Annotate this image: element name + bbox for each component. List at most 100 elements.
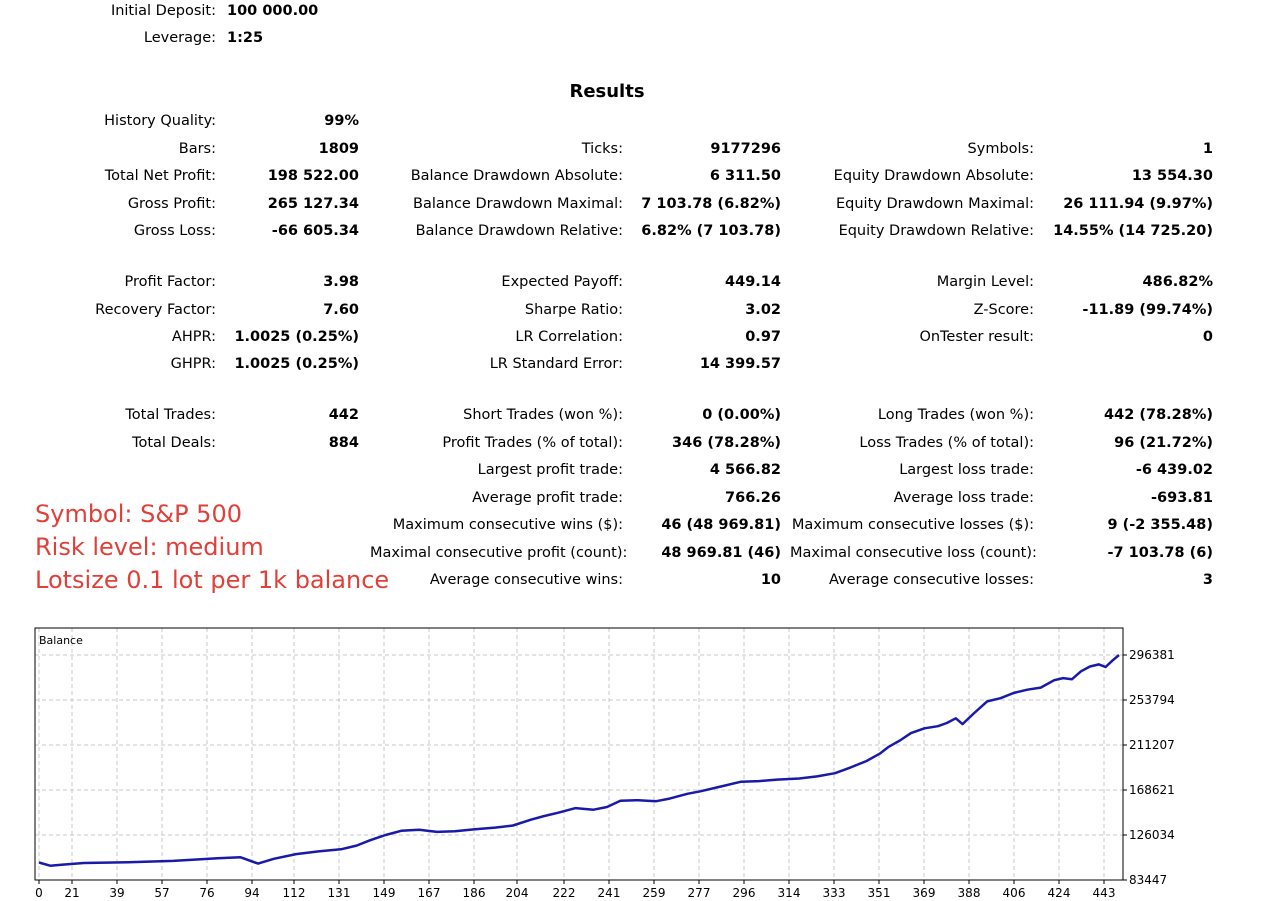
stat-value: 48 969.81 (46)	[661, 545, 781, 561]
stat-label: Average consecutive losses:	[828, 572, 1034, 588]
initial-deposit-label: Initial Deposit:	[110, 3, 216, 19]
x-axis-ticks: 0 21 39 57 76 94 112 131 149 167 186 204 222 241 259 27…	[35, 880, 1115, 900]
x-tick-label: 149	[373, 886, 396, 900]
stat-value: 766.26	[725, 490, 781, 506]
stat-value: 99%	[324, 113, 359, 129]
stat-label: Gross Loss:	[133, 223, 216, 239]
stat-value: 1.0025 (0.25%)	[234, 356, 359, 372]
risk-level-annotation: Risk level: medium	[35, 533, 264, 561]
stat-label: Largest loss trade:	[899, 462, 1034, 478]
stat-value: 442 (78.28%)	[1104, 407, 1213, 423]
chart-title: Balance	[39, 634, 83, 647]
stat-label: AHPR:	[171, 329, 216, 345]
stat-label: GHPR:	[170, 356, 216, 372]
stat-value: 884	[328, 435, 359, 451]
stat-label: Total Deals:	[132, 435, 216, 451]
stat-value: -693.81	[1151, 490, 1213, 506]
x-tick-label: 112	[283, 886, 306, 900]
stat-value: 1809	[318, 141, 359, 157]
y-tick-label: 211207	[1129, 738, 1175, 752]
stat-value: 3	[1202, 572, 1213, 588]
stat-label: Symbols:	[967, 141, 1034, 157]
lotsize-annotation: Lotsize 0.1 lot per 1k balance	[35, 566, 390, 594]
y-tick-label: 83447	[1129, 873, 1167, 887]
stat-label: OnTester result:	[919, 329, 1034, 345]
initial-deposit-value: 100 000.00	[227, 3, 319, 19]
stat-label: LR Correlation:	[515, 329, 623, 345]
x-tick-label: 94	[244, 886, 259, 900]
stat-label: Long Trades (won %):	[877, 407, 1034, 423]
y-tick-label: 126034	[1129, 828, 1175, 842]
stat-value: 7.60	[323, 302, 359, 318]
stat-label: Average loss trade:	[893, 490, 1034, 506]
stat-label: Total Trades:	[125, 407, 216, 423]
stat-value: 13 554.30	[1131, 168, 1213, 184]
stat-label: Largest profit trade:	[477, 462, 623, 478]
x-tick-label: 186	[463, 886, 486, 900]
stat-value: 96 (21.72%)	[1114, 435, 1213, 451]
stat-value: 3.02	[745, 302, 781, 318]
stat-value: 449.14	[725, 274, 781, 290]
stat-value: 14.55% (14 725.20)	[1053, 223, 1213, 239]
stat-label: Loss Trades (% of total):	[859, 435, 1034, 451]
stat-label: Short Trades (won %):	[463, 407, 623, 423]
x-tick-label: 204	[506, 886, 529, 900]
balance-series-line	[38, 654, 1120, 867]
x-tick-label: 277	[688, 886, 711, 900]
x-tick-label: 0	[35, 886, 43, 900]
chart-grid	[35, 628, 1123, 881]
x-tick-label: 388	[958, 886, 981, 900]
stat-label: History Quality:	[104, 113, 216, 129]
stat-value: 9177296	[710, 141, 781, 157]
x-tick-label: 222	[553, 886, 576, 900]
x-tick-label: 406	[1003, 886, 1026, 900]
stat-value: 486.82%	[1142, 274, 1213, 290]
stat-label: Balance Drawdown Relative:	[415, 223, 623, 239]
stat-label: Average consecutive wins:	[429, 572, 623, 588]
stat-label: Z-Score:	[973, 302, 1034, 318]
stat-label: Bars:	[178, 141, 216, 157]
stat-label: Ticks:	[581, 141, 623, 157]
stat-value: -7 103.78 (6)	[1107, 545, 1213, 561]
chart-frame	[34, 627, 1124, 881]
stat-value: 0.97	[745, 329, 781, 345]
stat-value: 6 311.50	[709, 168, 781, 184]
x-tick-label: 39	[109, 886, 124, 900]
stat-value: 6.82% (7 103.78)	[641, 223, 781, 239]
stat-value: 346 (78.28%)	[672, 435, 781, 451]
stat-label: Total Net Profit:	[104, 168, 216, 184]
stat-label: LR Standard Error:	[489, 356, 623, 372]
stat-label: Recovery Factor:	[95, 302, 216, 318]
x-tick-label: 21	[64, 886, 79, 900]
stat-label: Margin Level:	[936, 274, 1034, 290]
leverage-value: 1:25	[227, 30, 264, 46]
balance-chart: 83447 126034 168621 211207 253794 296381 0 21 3…	[34, 627, 1175, 900]
x-tick-label: 333	[823, 886, 846, 900]
stat-value: 0	[1202, 329, 1213, 345]
x-tick-label: 76	[199, 886, 214, 900]
x-tick-label: 443	[1093, 886, 1116, 900]
stat-value: -11.89 (99.74%)	[1082, 302, 1213, 318]
stat-value: 7 103.78 (6.82%)	[641, 196, 781, 212]
x-tick-label: 314	[778, 886, 801, 900]
y-tick-label: 296381	[1129, 648, 1175, 662]
stat-value: 9 (-2 355.48)	[1107, 517, 1213, 533]
stat-label: Sharpe Ratio:	[524, 302, 623, 318]
stat-label: Profit Factor:	[124, 274, 216, 290]
x-tick-label: 241	[598, 886, 621, 900]
stat-label: Maximal consecutive profit (count):	[370, 545, 628, 561]
stat-value: -6 439.02	[1135, 462, 1213, 478]
symbol-annotation: Symbol: S&P 500	[35, 500, 242, 528]
stat-value: 265 127.34	[267, 196, 359, 212]
stat-label: Profit Trades (% of total):	[442, 435, 623, 451]
x-tick-label: 369	[913, 886, 936, 900]
stat-value: 14 399.57	[699, 356, 781, 372]
results-title: Results	[569, 81, 645, 102]
x-tick-label: 424	[1048, 886, 1071, 900]
x-tick-label: 351	[868, 886, 891, 900]
leverage-label: Leverage:	[143, 30, 216, 46]
y-tick-label: 168621	[1129, 783, 1175, 797]
stat-label: Maximum consecutive losses ($):	[791, 517, 1034, 533]
x-tick-label: 259	[643, 886, 666, 900]
y-axis-ticks: 83447 126034 168621 211207 253794 296381	[1123, 648, 1175, 887]
